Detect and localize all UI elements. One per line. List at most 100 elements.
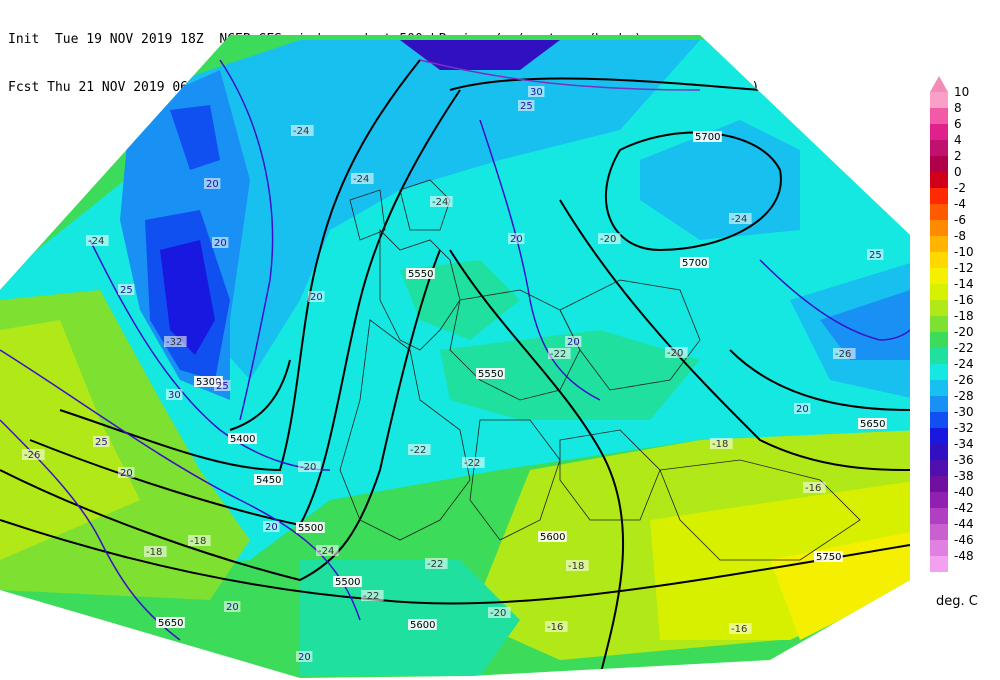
legend-row: 4 <box>930 133 1000 156</box>
wind-speed-label-bg <box>794 403 811 414</box>
legend-swatch <box>930 220 948 236</box>
legend-row: -24 <box>930 357 1000 380</box>
temperature-label-bg <box>316 545 339 556</box>
legend-label: -46 <box>954 533 974 547</box>
wind-speed-label: 20 <box>214 238 227 249</box>
legend-row: -2 <box>930 181 1000 204</box>
height-label-bg <box>194 376 223 387</box>
legend-swatch <box>930 524 948 540</box>
temperature-label: -24 <box>353 174 369 185</box>
legend-row: -4 <box>930 197 1000 220</box>
wind-speed-label-bg <box>118 284 135 295</box>
height-label: 5500 <box>298 523 323 534</box>
height-label: 5450 <box>256 475 281 486</box>
legend-row: -8 <box>930 229 1000 252</box>
temperature-label-bg <box>408 444 431 455</box>
height-label: 5500 <box>335 577 360 588</box>
wind-speed-label-bg <box>263 521 280 532</box>
temperature-label-bg <box>291 125 314 136</box>
temperature-label: -16 <box>805 483 821 494</box>
legend-row: -12 <box>930 261 1000 284</box>
height-label: 5550 <box>408 269 433 280</box>
temperature-label-bg <box>488 607 511 618</box>
wind-speed-label: 20 <box>226 602 239 613</box>
legend-row: -44 <box>930 517 1000 540</box>
temperature-label-bg <box>430 196 453 207</box>
temperature-label: -16 <box>547 622 563 633</box>
height-label: 5700 <box>695 132 720 143</box>
wind-speed-label: 25 <box>95 437 108 448</box>
legend-label: -12 <box>954 261 974 275</box>
wind-speed-label: 20 <box>120 468 133 479</box>
legend-swatch <box>930 540 948 556</box>
height-label: 5700 <box>682 258 707 269</box>
legend-swatch <box>930 380 948 396</box>
legend-row: -34 <box>930 437 1000 460</box>
height-label-bg <box>408 619 437 630</box>
country-borders <box>339 179 861 561</box>
temperature-label-bg <box>803 482 826 493</box>
temperature-label: -24 <box>432 197 448 208</box>
temperature-label-bg <box>729 213 752 224</box>
height-label: 5750 <box>816 552 841 563</box>
wind-speed-label-bg <box>296 651 313 662</box>
legend-row: 8 <box>930 101 1000 124</box>
height-label-bg <box>406 268 435 279</box>
legend-label: -6 <box>954 213 966 227</box>
height-label: 5600 <box>410 620 435 631</box>
wind-speed-label: 20 <box>510 234 523 245</box>
height-label-bg <box>858 418 887 429</box>
legend-swatch <box>930 460 948 476</box>
temperature-label-bg <box>833 348 856 359</box>
legend-swatch <box>930 172 948 188</box>
temperature-label: -22 <box>363 591 379 602</box>
temperature-label-bg <box>425 558 448 569</box>
temperature-label-bg <box>566 560 589 571</box>
wind-speed-label: 20 <box>567 337 580 348</box>
legend-swatch <box>930 156 948 172</box>
wind-speed-label-bg <box>508 233 525 244</box>
legend-label: -4 <box>954 197 966 211</box>
legend-label: -2 <box>954 181 966 195</box>
legend-row: -38 <box>930 469 1000 492</box>
temperature-label: -22 <box>550 349 566 360</box>
legend-row: -32 <box>930 421 1000 444</box>
legend-swatch <box>930 236 948 252</box>
wind-speed-label: 25 <box>216 381 229 392</box>
temperature-label-bg <box>298 461 321 472</box>
legend-label: -44 <box>954 517 974 531</box>
legend-label: -32 <box>954 421 974 435</box>
height-label: 5550 <box>478 369 503 380</box>
temperature-label: -20 <box>300 462 316 473</box>
legend-label: -34 <box>954 437 974 451</box>
temperature-label: -24 <box>293 126 309 137</box>
legend-row: -22 <box>930 341 1000 364</box>
legend-row: -10 <box>930 245 1000 268</box>
legend-swatch <box>930 124 948 140</box>
wind-speed-label-bg <box>118 467 135 478</box>
wind-speed-label-bg <box>204 178 221 189</box>
legend-row: -48 <box>930 549 1000 572</box>
temperature-label-bg <box>665 347 688 358</box>
temperature-label-bg <box>545 621 568 632</box>
legend-swatch <box>930 140 948 156</box>
legend-swatch <box>930 204 948 220</box>
legend-row: -14 <box>930 277 1000 300</box>
legend-swatch <box>930 492 948 508</box>
temperature-label-bg <box>164 336 187 347</box>
legend-label: 4 <box>954 133 962 147</box>
legend-swatch <box>930 412 948 428</box>
temperature-label: -22 <box>464 458 480 469</box>
temperature-label-bg <box>361 590 384 601</box>
legend-label: 10 <box>954 85 970 99</box>
temperature-label: -24 <box>731 214 747 225</box>
temperature-label: -20 <box>490 608 506 619</box>
legend-row: -36 <box>930 453 1000 476</box>
legend-swatch <box>930 444 948 460</box>
legend-swatch <box>930 508 948 524</box>
legend-row: 2 <box>930 149 1000 172</box>
height-label: 5650 <box>860 419 885 430</box>
temperature-label-bg <box>144 546 167 557</box>
legend-label: -24 <box>954 357 974 371</box>
